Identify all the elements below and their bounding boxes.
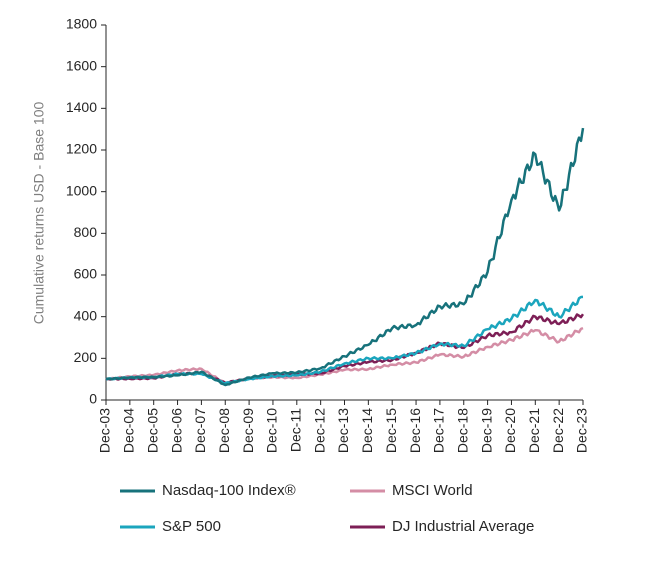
y-tick-label: 1600 [66,57,97,73]
x-tick-label: Dec-17 [431,408,447,453]
x-tick-label: Dec-09 [240,408,256,453]
series-line [105,326,584,385]
x-tick-label: Dec-06 [168,408,184,453]
x-tick-label: Dec-12 [311,408,327,453]
x-tick-label: Dec-15 [383,408,399,453]
series-line [105,313,585,384]
x-tick-label: Dec-03 [97,408,113,453]
legend-label: MSCI World [392,482,473,499]
y-axis: 0 200 400 600 800 1000 1200 1400 1600 1800 [66,16,107,407]
legend-label: Nasdaq-100 Index® [162,482,296,499]
x-tick-label: Dec-21 [526,408,542,453]
y-axis-label: Cumulative returns USD - Base 100 [31,102,47,325]
legend: Nasdaq-100 Index® MSCI World S&P 500 DJ Ind… [120,482,534,535]
series-lines [105,127,585,387]
x-tick-label: Dec-11 [288,408,304,452]
x-tick-label: Dec-10 [264,408,280,453]
legend-label: S&P 500 [162,518,221,535]
x-tick-label: Dec-20 [502,408,518,453]
y-tick-label: 400 [74,307,98,323]
x-tick-label: Dec-04 [121,408,137,453]
series-line [105,127,585,387]
y-tick-label: 0 [89,391,97,407]
y-tick-label: 1400 [66,99,97,115]
x-tick-label: Dec-18 [454,408,470,453]
x-tick-label: Dec-19 [478,408,494,453]
x-axis: Dec-03 Dec-04 Dec-05 Dec-06 Dec-07 Dec-08 Dec-… [97,399,590,453]
x-tick-label: Dec-07 [192,408,208,453]
y-tick-label: 200 [74,349,98,365]
x-tick-label: Dec-08 [216,408,232,453]
x-tick-label: Dec-16 [407,408,423,453]
x-tick-label: Dec-14 [359,408,375,453]
y-tick-label: 1800 [66,16,97,32]
y-tick-label: 1000 [66,182,97,198]
y-tick-label: 600 [74,266,98,282]
x-tick-label: Dec-05 [144,408,160,453]
x-tick-label: Dec-22 [550,408,566,453]
y-tick-label: 1200 [66,141,97,157]
x-tick-label: Dec-23 [574,408,590,453]
y-tick-label: 800 [74,224,98,240]
legend-label: DJ Industrial Average [392,518,534,535]
x-tick-label: Dec-13 [335,408,351,453]
